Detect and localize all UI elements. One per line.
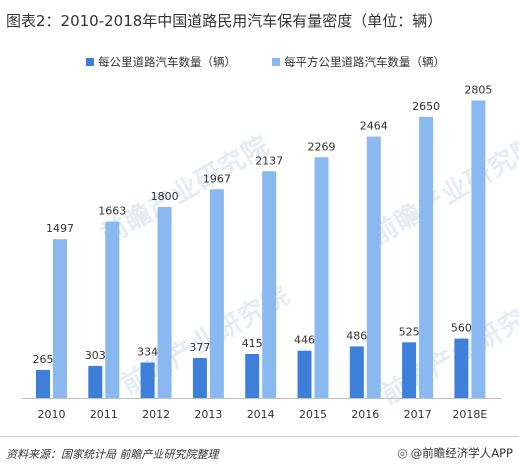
data-label-series-2: 2269 bbox=[308, 140, 336, 153]
brand-logo-icon: ◎ bbox=[397, 446, 408, 460]
bar-series-2 bbox=[53, 239, 67, 398]
bar-series-2 bbox=[262, 171, 277, 398]
bar-series-1 bbox=[402, 342, 417, 398]
x-tick-label: 2010 bbox=[38, 408, 66, 421]
footer-divider bbox=[0, 436, 519, 437]
bar-series-1 bbox=[454, 338, 469, 398]
bar-series-1 bbox=[245, 354, 260, 398]
bar-series-1 bbox=[36, 369, 50, 398]
data-label-series-1: 265 bbox=[33, 353, 54, 366]
data-label-series-2: 2805 bbox=[464, 83, 492, 96]
chart-title: 图表2：2010-2018年中国道路民用汽车保有量密度（单位：辆） bbox=[6, 12, 443, 30]
data-label-series-2: 2650 bbox=[412, 100, 440, 113]
x-tick-label: 2017 bbox=[404, 408, 432, 421]
bar-series-2 bbox=[419, 116, 434, 399]
data-label-series-1: 415 bbox=[242, 337, 263, 350]
bar-series-2 bbox=[366, 136, 381, 398]
brand: ◎ @前瞻经济学人APP bbox=[397, 445, 513, 461]
legend-item-series-1: 每公里道路汽车数量（辆） bbox=[86, 54, 236, 70]
data-label-series-2: 1967 bbox=[203, 172, 231, 185]
bar-chart: 265 1497 2010 303 1663 2011 334 1800 2012 377 1967… bbox=[22, 83, 502, 421]
brand-label: @前瞻经济学人APP bbox=[410, 446, 513, 460]
x-tick-label: 2011 bbox=[90, 408, 118, 421]
legend: 每公里道路汽车数量（辆） 每平方公里道路汽车数量（辆） bbox=[0, 54, 519, 74]
bar-series-1 bbox=[349, 346, 364, 398]
x-tick-label: 2013 bbox=[194, 408, 222, 421]
data-label-series-1: 486 bbox=[346, 329, 367, 342]
bar-series-1 bbox=[88, 365, 103, 398]
bar-series-1 bbox=[192, 358, 207, 398]
bar-series-1 bbox=[140, 362, 155, 398]
legend-label-series-2: 每平方公里道路汽车数量（辆） bbox=[284, 55, 445, 69]
data-label-series-1: 560 bbox=[451, 322, 472, 335]
bar-series-2 bbox=[157, 207, 172, 398]
x-tick-label: 2018E bbox=[452, 408, 487, 421]
data-label-series-2: 1497 bbox=[46, 222, 74, 235]
x-tick-label: 2016 bbox=[351, 408, 379, 421]
data-label-series-1: 334 bbox=[137, 346, 158, 359]
bar-series-2 bbox=[105, 221, 120, 398]
data-label-series-1: 377 bbox=[189, 341, 210, 354]
x-tick-label: 2015 bbox=[299, 408, 327, 421]
data-label-series-1: 446 bbox=[294, 334, 315, 347]
data-label-series-2: 1663 bbox=[98, 205, 126, 218]
data-label-series-2: 2137 bbox=[255, 154, 283, 167]
legend-label-series-1: 每公里道路汽车数量（辆） bbox=[98, 55, 236, 69]
bar-series-2 bbox=[209, 189, 224, 398]
data-label-series-1: 303 bbox=[85, 349, 106, 362]
source-note: 资料来源：国家统计局 前瞻产业研究院整理 bbox=[6, 448, 219, 461]
bar-series-2 bbox=[471, 100, 486, 399]
data-label-series-2: 1800 bbox=[151, 190, 179, 203]
bar-series-2 bbox=[314, 157, 329, 398]
bar-series-1 bbox=[297, 350, 312, 398]
data-label-series-1: 525 bbox=[399, 325, 420, 338]
x-tick-label: 2014 bbox=[247, 408, 275, 421]
legend-swatch-series-1 bbox=[86, 58, 94, 66]
legend-swatch-series-2 bbox=[272, 58, 280, 66]
data-label-series-2: 2464 bbox=[360, 120, 388, 133]
x-tick-label: 2012 bbox=[142, 408, 170, 421]
legend-item-series-2: 每平方公里道路汽车数量（辆） bbox=[272, 54, 445, 70]
